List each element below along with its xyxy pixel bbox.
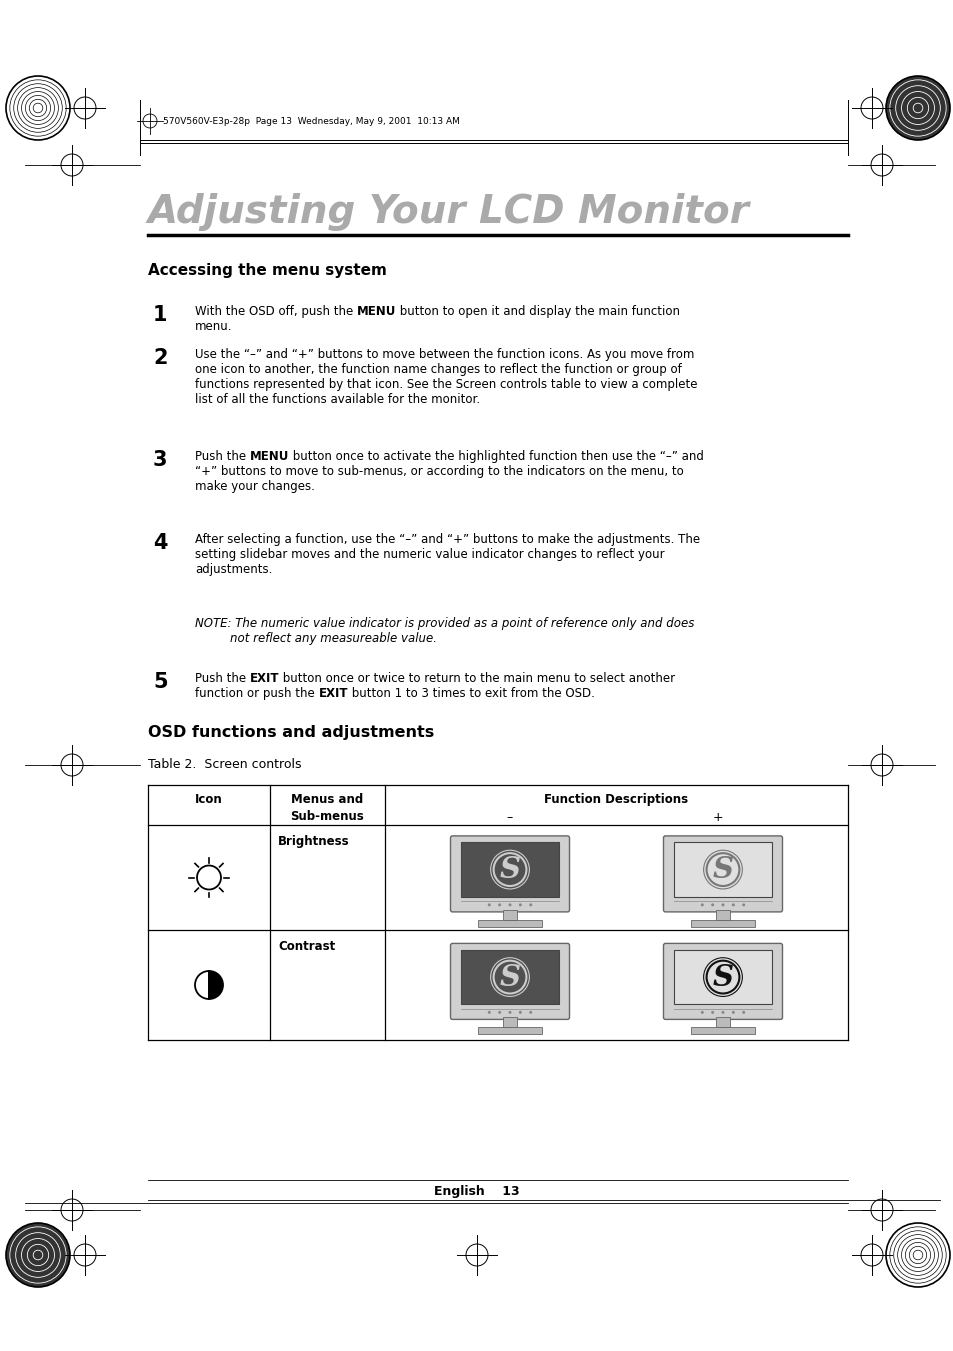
Bar xyxy=(477,1027,541,1034)
Circle shape xyxy=(700,904,703,907)
Text: EXIT: EXIT xyxy=(318,688,348,700)
Bar xyxy=(691,1027,754,1034)
Text: After selecting a function, use the “–” and “+” buttons to make the adjustments.: After selecting a function, use the “–” … xyxy=(194,534,700,546)
Circle shape xyxy=(885,76,949,141)
Text: Brightness: Brightness xyxy=(277,835,349,848)
Text: S: S xyxy=(712,855,733,884)
Wedge shape xyxy=(194,971,209,998)
FancyBboxPatch shape xyxy=(662,943,781,1020)
Text: 2: 2 xyxy=(152,349,168,367)
FancyBboxPatch shape xyxy=(450,836,569,912)
Circle shape xyxy=(710,904,714,907)
Circle shape xyxy=(487,1011,490,1013)
Text: 5: 5 xyxy=(152,671,168,692)
Circle shape xyxy=(731,904,734,907)
Text: adjustments.: adjustments. xyxy=(194,563,273,576)
Text: MENU: MENU xyxy=(250,450,289,463)
Text: list of all the functions available for the monitor.: list of all the functions available for … xyxy=(194,393,479,407)
FancyBboxPatch shape xyxy=(662,836,781,912)
Text: S: S xyxy=(499,855,520,884)
Bar xyxy=(673,842,772,897)
Bar xyxy=(502,911,517,920)
Text: button 1 to 3 times to exit from the OSD.: button 1 to 3 times to exit from the OSD… xyxy=(348,688,595,700)
Circle shape xyxy=(508,904,511,907)
Circle shape xyxy=(6,76,70,141)
Bar xyxy=(460,842,558,897)
Text: setting slidebar moves and the numeric value indicator changes to reflect your: setting slidebar moves and the numeric v… xyxy=(194,549,664,561)
Circle shape xyxy=(6,1223,70,1288)
Text: button once to activate the highlighted function then use the “–” and: button once to activate the highlighted … xyxy=(289,450,703,463)
Circle shape xyxy=(508,1011,511,1013)
Circle shape xyxy=(518,904,521,907)
Text: 4: 4 xyxy=(152,534,168,553)
Bar xyxy=(477,920,541,927)
Text: English    13: English 13 xyxy=(434,1185,519,1198)
Bar xyxy=(715,1017,730,1027)
Bar xyxy=(691,920,754,927)
Circle shape xyxy=(720,904,723,907)
Circle shape xyxy=(497,904,500,907)
Text: button once or twice to return to the main menu to select another: button once or twice to return to the ma… xyxy=(279,671,675,685)
Text: Use the “–” and “+” buttons to move between the function icons. As you move from: Use the “–” and “+” buttons to move betw… xyxy=(194,349,694,361)
Circle shape xyxy=(497,1011,500,1013)
Text: Icon: Icon xyxy=(195,793,223,807)
Circle shape xyxy=(487,904,490,907)
Text: Accessing the menu system: Accessing the menu system xyxy=(148,263,387,278)
Text: “+” buttons to move to sub-menus, or according to the indicators on the menu, to: “+” buttons to move to sub-menus, or acc… xyxy=(194,465,683,478)
Circle shape xyxy=(518,1011,521,1013)
Wedge shape xyxy=(209,971,223,998)
Text: 3: 3 xyxy=(152,450,168,470)
Text: one icon to another, the function name changes to reflect the function or group : one icon to another, the function name c… xyxy=(194,363,681,376)
Text: menu.: menu. xyxy=(194,320,233,332)
Text: 570V560V-E3p-28p  Page 13  Wednesday, May 9, 2001  10:13 AM: 570V560V-E3p-28p Page 13 Wednesday, May … xyxy=(163,116,459,126)
Text: not reflect any measureable value.: not reflect any measureable value. xyxy=(230,632,436,644)
Circle shape xyxy=(529,1011,532,1013)
Text: NOTE: The numeric value indicator is provided as a point of reference only and d: NOTE: The numeric value indicator is pro… xyxy=(194,617,694,630)
FancyBboxPatch shape xyxy=(450,943,569,1020)
Text: make your changes.: make your changes. xyxy=(194,480,314,493)
Text: S: S xyxy=(712,962,733,992)
Circle shape xyxy=(720,1011,723,1013)
Text: Table 2.  Screen controls: Table 2. Screen controls xyxy=(148,758,301,771)
Circle shape xyxy=(741,1011,744,1013)
Text: –: – xyxy=(506,811,513,824)
Text: MENU: MENU xyxy=(356,305,395,317)
Text: OSD functions and adjustments: OSD functions and adjustments xyxy=(148,725,434,740)
Text: button to open it and display the main function: button to open it and display the main f… xyxy=(395,305,679,317)
Circle shape xyxy=(741,904,744,907)
Text: Push the: Push the xyxy=(194,671,250,685)
Text: Adjusting Your LCD Monitor: Adjusting Your LCD Monitor xyxy=(148,193,749,231)
Text: function or push the: function or push the xyxy=(194,688,318,700)
Circle shape xyxy=(700,1011,703,1013)
Text: EXIT: EXIT xyxy=(250,671,279,685)
Bar xyxy=(502,1017,517,1027)
Text: +: + xyxy=(712,811,723,824)
Text: S: S xyxy=(499,962,520,992)
Text: functions represented by that icon. See the Screen controls table to view a comp: functions represented by that icon. See … xyxy=(194,378,697,390)
Circle shape xyxy=(710,1011,714,1013)
Circle shape xyxy=(885,1223,949,1288)
Text: Push the: Push the xyxy=(194,450,250,463)
Text: Function Descriptions: Function Descriptions xyxy=(544,793,688,807)
Bar xyxy=(673,950,772,1004)
Text: Contrast: Contrast xyxy=(277,940,335,952)
Text: Menus and
Sub-menus: Menus and Sub-menus xyxy=(291,793,364,823)
Bar xyxy=(715,911,730,920)
Text: With the OSD off, push the: With the OSD off, push the xyxy=(194,305,356,317)
Bar xyxy=(460,950,558,1004)
Text: 1: 1 xyxy=(152,305,168,326)
Circle shape xyxy=(731,1011,734,1013)
Circle shape xyxy=(529,904,532,907)
